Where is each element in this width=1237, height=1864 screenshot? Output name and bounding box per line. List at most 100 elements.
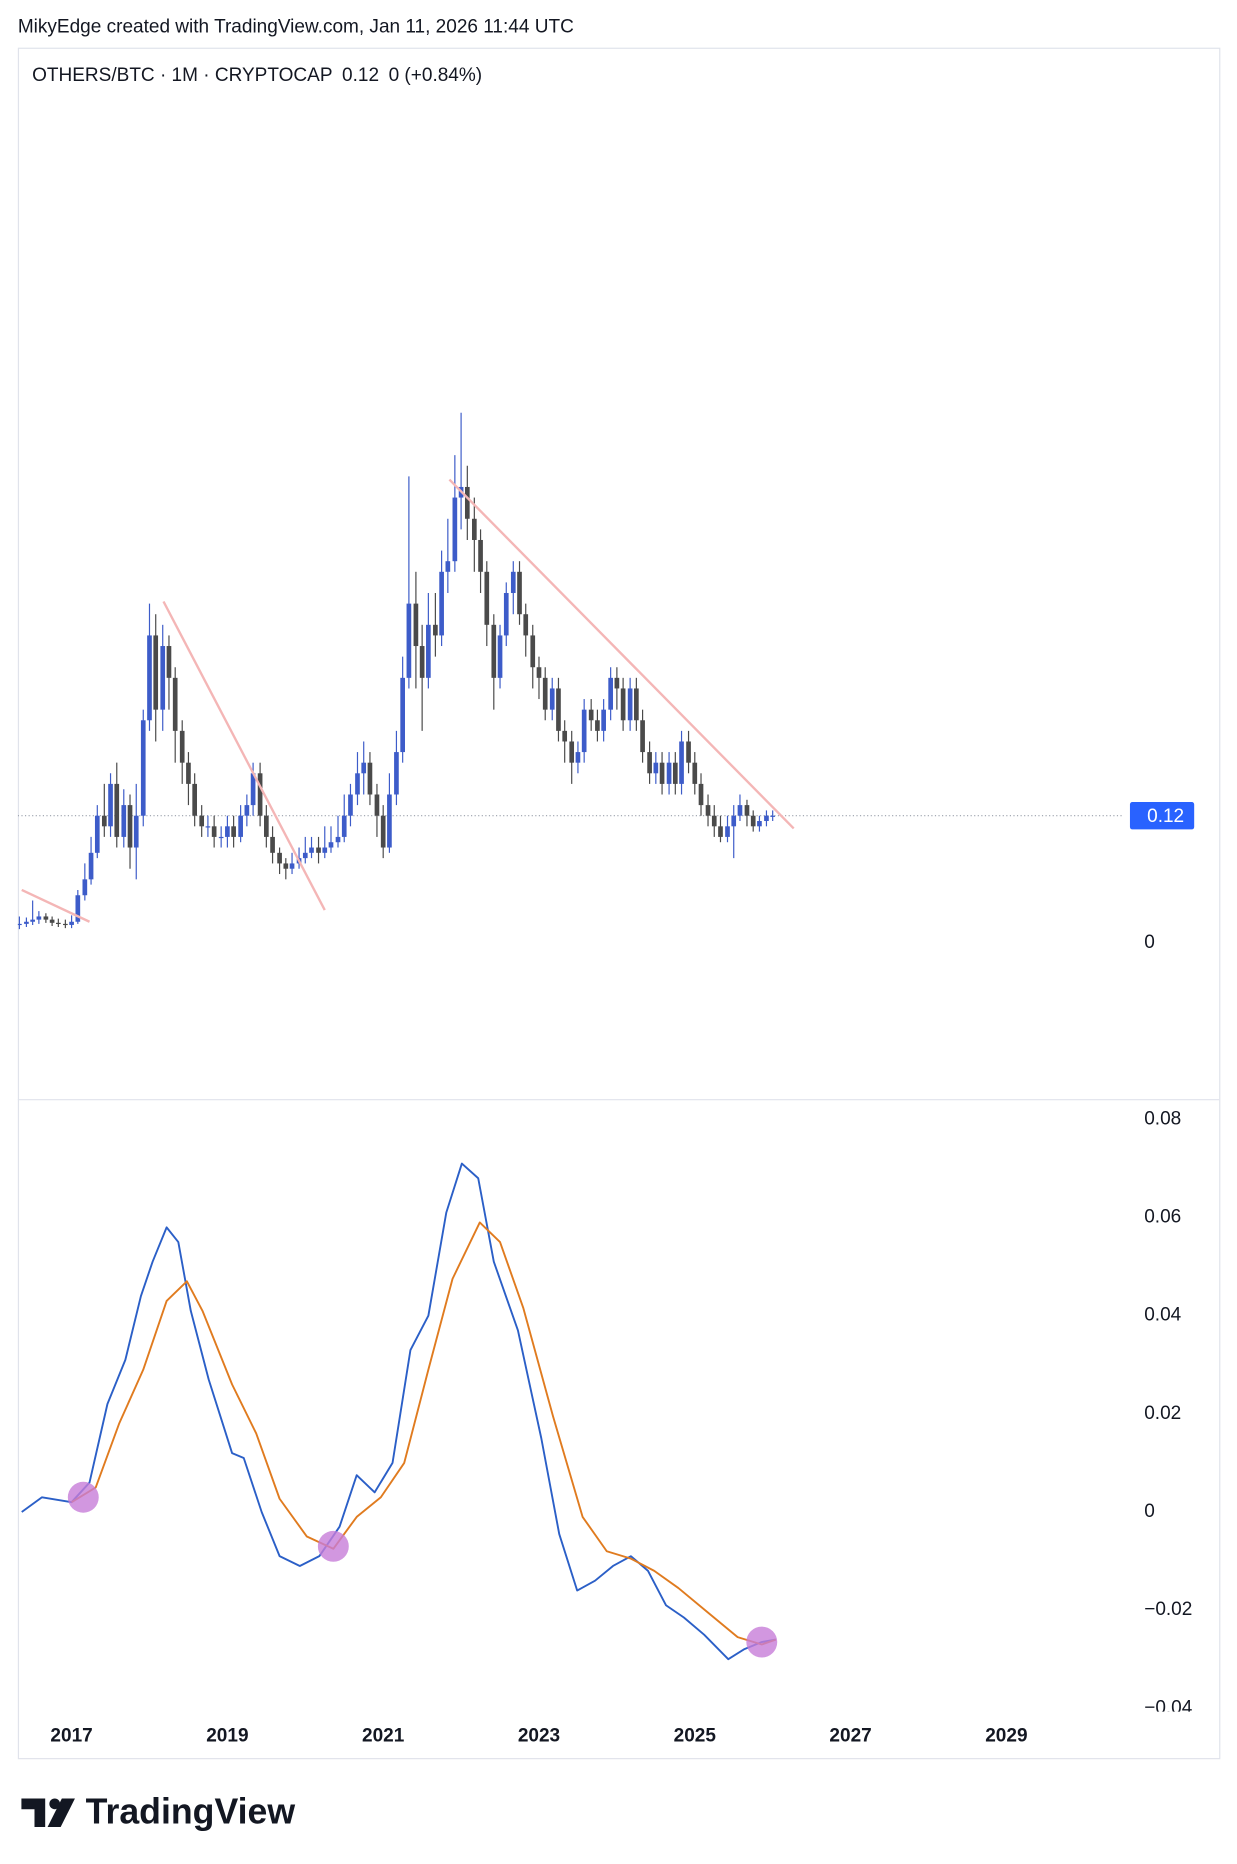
candle-body: [218, 836, 224, 839]
candle-body: [394, 752, 399, 795]
candle-body: [744, 805, 750, 816]
candle-body: [75, 895, 81, 922]
candle-body: [471, 518, 477, 540]
candle-body: [433, 624, 438, 636]
candle-body: [108, 783, 113, 827]
candle-body: [199, 815, 205, 827]
candle-body: [581, 709, 587, 753]
candle-body: [672, 762, 678, 784]
candle-body: [283, 863, 289, 869]
candle-body: [30, 919, 35, 922]
candle-body: [328, 842, 334, 848]
last-price-badge: [1129, 802, 1195, 830]
candle-body: [36, 916, 42, 920]
candle-body: [426, 624, 431, 678]
candle-body: [341, 815, 347, 837]
candle-body: [101, 815, 107, 827]
x-tick-label: 2021: [362, 1726, 405, 1747]
logo-mark: [49, 1798, 61, 1810]
candle-body: [231, 826, 236, 837]
candle-body: [238, 815, 243, 837]
candle-body: [140, 720, 146, 816]
candle-body: [413, 603, 419, 647]
candle-body: [17, 923, 22, 926]
candle-body: [153, 635, 159, 710]
candle-body: [549, 688, 555, 710]
candle-body: [562, 730, 568, 742]
x-tick-label: 2017: [50, 1726, 92, 1747]
candle-body: [711, 815, 717, 827]
candle-body: [361, 762, 367, 774]
candle-body: [536, 667, 542, 678]
candle-body: [491, 624, 497, 678]
x-tick-label: 2023: [518, 1726, 560, 1747]
y-tick-label: 0: [1144, 932, 1155, 953]
x-tick-label: 2029: [985, 1726, 1027, 1747]
price-pane: [17, 412, 1125, 930]
x-tick-label: 2027: [829, 1726, 871, 1747]
caption: MikyEdge created with TradingView.com, J…: [18, 16, 574, 37]
candle-body: [497, 635, 503, 678]
candle-body: [225, 826, 230, 837]
time-axis: 2017 2019 2021 2023 2025 2027 2029: [50, 1726, 1027, 1747]
candle-body: [705, 805, 711, 816]
candle-body: [614, 677, 620, 689]
candle-body: [192, 783, 198, 816]
candle-body: [692, 762, 698, 784]
candle-body: [277, 852, 282, 864]
candle-body: [439, 571, 444, 636]
y-tick-label: 0: [1144, 1501, 1155, 1522]
candle-body: [114, 783, 120, 837]
candle-body: [355, 773, 360, 795]
candle-body: [367, 762, 373, 795]
candle-body: [523, 614, 529, 636]
candle-body: [160, 646, 166, 710]
cross-marker: [67, 1481, 99, 1513]
trendline: [448, 478, 795, 830]
candle-body: [737, 805, 743, 816]
candle-body: [387, 794, 392, 848]
trendline: [162, 600, 326, 911]
candle-body: [43, 916, 49, 920]
candle-body: [316, 847, 321, 853]
candle-body: [464, 486, 470, 519]
indicator-pane: 0.08 0.06 0.04 0.02 0 −0.02 −0.04: [21, 1108, 1193, 1712]
candle-body: [348, 794, 353, 816]
cross-marker: [317, 1530, 349, 1562]
candle-body: [289, 863, 295, 869]
y-tick-label: 0.04: [1144, 1305, 1181, 1326]
candle-body: [166, 646, 172, 678]
candle-body: [659, 762, 665, 784]
candle-body: [698, 783, 704, 806]
candle-body: [211, 826, 217, 837]
chart-frame: [17, 47, 1221, 1760]
candle-body: [757, 821, 762, 827]
logo-mark: [21, 1798, 46, 1828]
candle-body: [374, 794, 380, 816]
candle-body: [335, 836, 341, 843]
candle-body: [634, 688, 639, 721]
candle-body: [380, 815, 386, 848]
trendline: [21, 888, 91, 923]
candle-body: [309, 847, 314, 853]
candle-body: [640, 720, 645, 753]
candle-body: [725, 826, 730, 837]
candle-body: [400, 677, 405, 753]
y-tick-label: 0.08: [1144, 1108, 1181, 1129]
candle-body: [322, 847, 328, 853]
logo-mark: [47, 1798, 75, 1828]
candle-body: [478, 539, 483, 572]
candle-body: [653, 762, 659, 774]
candle-body: [24, 921, 29, 924]
indicator-line: [71, 1221, 777, 1646]
symbol: OTHERS/BTC · 1M · CRYPTOCAP: [32, 65, 332, 86]
candle-body: [302, 852, 308, 859]
candle-body: [517, 571, 522, 615]
price-axis: 0.12 0: [1129, 802, 1195, 953]
candle-body: [419, 646, 425, 678]
candle-body: [270, 836, 275, 853]
candle-body: [530, 635, 536, 668]
candle-body: [133, 815, 139, 848]
candle-body: [627, 688, 633, 721]
